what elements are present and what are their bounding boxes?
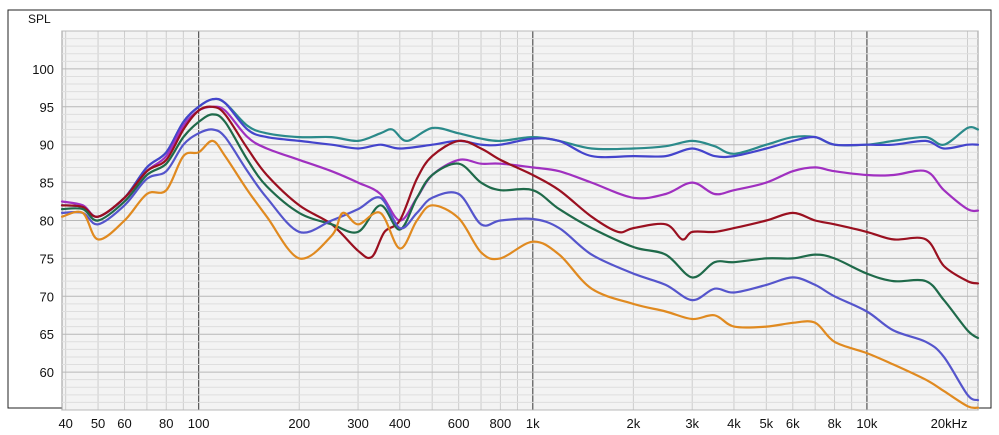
x-tick-label: 60	[117, 416, 131, 431]
series-line-6	[60, 128, 980, 402]
series-line-4	[60, 105, 980, 285]
y-tick-label: 85	[40, 176, 54, 191]
x-tick-labels: 40 50 60 80 100 200 300 400 600 800 1k 2k 3k 4k 5k 6k 8k…	[58, 416, 967, 431]
series-line-5	[60, 113, 980, 340]
y-tick-label: 60	[40, 365, 54, 380]
x-tick-label: 100	[188, 416, 210, 431]
x-tick-label: 4k	[727, 416, 741, 431]
x-tick-label: 6k	[786, 416, 800, 431]
x-tick-label: 10k	[856, 416, 877, 431]
series-line-3	[60, 105, 980, 222]
x-tick-label: 1k	[526, 416, 540, 431]
y-tick-label: 100	[32, 62, 54, 77]
x-tick-label: 8k	[828, 416, 842, 431]
x-tick-label: 20kHz	[931, 416, 968, 431]
series-line-2	[60, 97, 980, 218]
x-tick-label: 600	[448, 416, 470, 431]
x-tick-label: 300	[347, 416, 369, 431]
series-lines	[60, 97, 980, 410]
x-tick-label: 2k	[626, 416, 640, 431]
x-tick-label: 400	[389, 416, 411, 431]
x-tick-label: 40	[58, 416, 72, 431]
x-tick-label: 3k	[685, 416, 699, 431]
y-tick-labels: 60 65 70 75 80 85 90 95 100	[32, 62, 54, 380]
y-tick-label: 65	[40, 327, 54, 342]
y-tick-label: 90	[40, 138, 54, 153]
series-line-7	[60, 139, 980, 410]
y-tick-label: 75	[40, 251, 54, 266]
y-axis-unit-label: SPL	[28, 12, 51, 26]
x-tick-label: 800	[490, 416, 512, 431]
x-tick-label: 50	[91, 416, 105, 431]
y-tick-label: 95	[40, 100, 54, 115]
x-tick-label: 5k	[759, 416, 773, 431]
x-tick-label: 80	[159, 416, 173, 431]
y-tick-label: 70	[40, 289, 54, 304]
x-tick-label: 200	[288, 416, 310, 431]
y-tick-label: 80	[40, 214, 54, 229]
